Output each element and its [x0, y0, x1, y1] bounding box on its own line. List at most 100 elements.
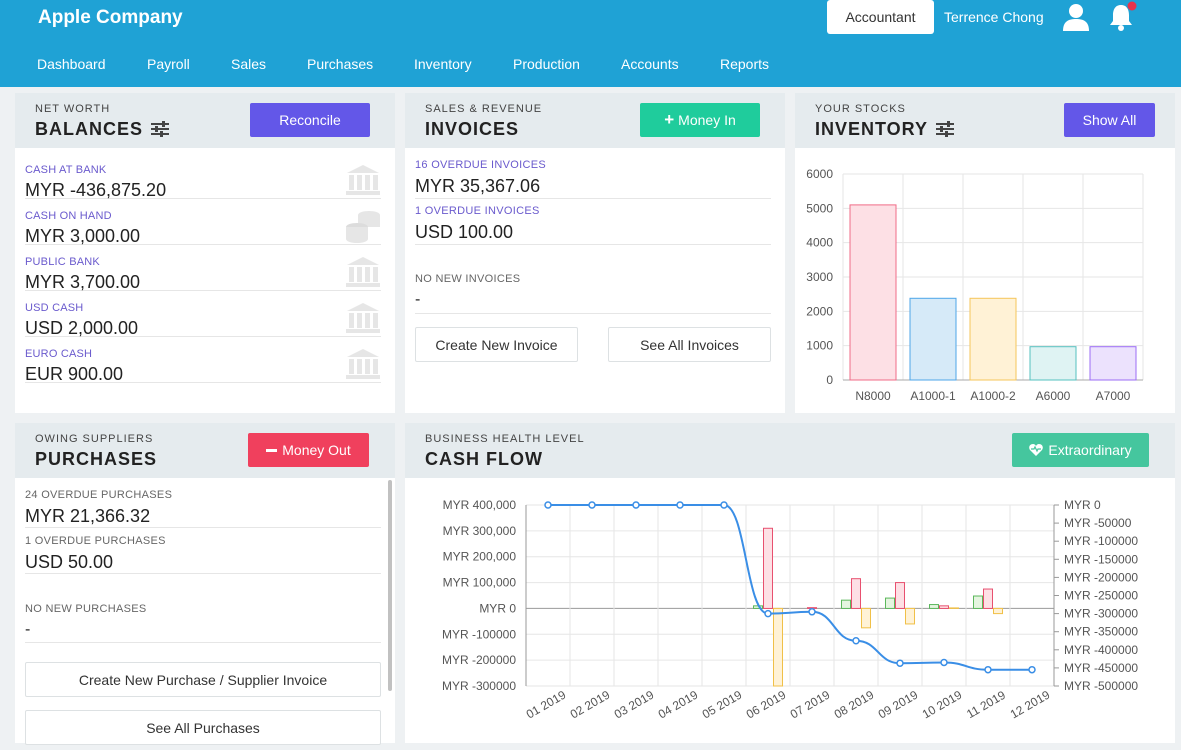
see-all-invoices-button[interactable]: See All Invoices	[608, 327, 771, 362]
bank-icon	[346, 349, 380, 379]
nav-accounts[interactable]: Accounts	[621, 56, 679, 72]
x-tick-label: 06 2019	[744, 687, 789, 721]
money-out-label: Money Out	[282, 442, 351, 458]
money-in-button[interactable]: + Money In	[640, 103, 760, 137]
right-tick-label: MYR -450000	[1064, 661, 1138, 675]
role-button[interactable]: Accountant	[827, 0, 934, 34]
plus-icon: +	[664, 110, 675, 129]
inventory-panel: YOUR STOCKS INVENTORY Show All 0 1000 2000…	[795, 93, 1175, 413]
x-tick-label: 10 2019	[920, 687, 965, 721]
left-tick-label: MYR -300000	[442, 679, 516, 693]
overdue-purchases-value: USD 50.00	[25, 552, 114, 572]
balances-subtitle: NET WORTH	[35, 103, 111, 115]
overdue-purchases-label[interactable]: 1 OVERDUE PURCHASES	[25, 535, 166, 547]
cashflow-bar	[763, 527, 773, 609]
user-name[interactable]: Terrence Chong	[944, 9, 1044, 25]
bell-icon[interactable]	[1107, 1, 1137, 33]
balance-value: USD 2,000.00	[25, 318, 139, 338]
left-tick-label: MYR 200,000	[443, 550, 517, 564]
bar-N8000	[849, 204, 897, 381]
health-level-button[interactable]: Extraordinary	[1012, 433, 1149, 467]
company-name[interactable]: Apple Company	[38, 7, 183, 28]
balance-row[interactable]: EURO CASH EUR 900.00	[25, 337, 381, 384]
cashflow-point	[852, 637, 860, 645]
balance-label: EURO CASH	[25, 348, 93, 360]
cashflow-point	[544, 501, 552, 509]
x-tick-label: 01 2019	[524, 687, 569, 721]
scrollbar[interactable]	[388, 480, 392, 691]
new-invoices-value: -	[415, 291, 421, 308]
balance-value: MYR 3,700.00	[25, 272, 141, 292]
left-tick-label: MYR 300,000	[443, 524, 517, 538]
nav-payroll[interactable]: Payroll	[147, 56, 190, 72]
create-purchase-button[interactable]: Create New Purchase / Supplier Invoice	[25, 662, 381, 697]
new-purchases-value: -	[25, 621, 31, 638]
cashflow-bar	[993, 607, 1003, 615]
x-tick-label: 05 2019	[700, 687, 745, 721]
right-tick-label: MYR -50000	[1064, 516, 1132, 530]
purchases-panel: OWING SUPPLIERS PURCHASES Money Out 24 O…	[15, 423, 395, 745]
left-tick-label: MYR 400,000	[443, 498, 517, 512]
y-tick-label: 0	[826, 373, 833, 387]
cashflow-bar	[973, 595, 983, 609]
balance-row[interactable]: CASH ON HAND MYR 3,000.00	[25, 199, 381, 246]
nav-sales[interactable]: Sales	[231, 56, 267, 72]
purchases-subtitle: OWING SUPPLIERS	[35, 433, 154, 445]
cashflow-bar	[841, 599, 851, 609]
bank-icon	[346, 257, 380, 287]
cashflow-bar	[885, 597, 895, 609]
x-tick-label: A6000	[1036, 389, 1071, 403]
right-tick-label: MYR -500000	[1064, 679, 1138, 693]
cashflow-bar	[939, 605, 949, 609]
cashflow-bar	[861, 607, 871, 629]
main-nav: Dashboard Payroll Sales Purchases Invent…	[0, 56, 1181, 80]
notification-dot	[1127, 1, 1137, 11]
x-tick-label: 04 2019	[656, 687, 701, 721]
balance-row[interactable]: USD CASH USD 2,000.00	[25, 291, 381, 338]
right-tick-label: MYR -400000	[1064, 643, 1138, 657]
see-all-purchases-button[interactable]: See All Purchases	[25, 710, 381, 745]
x-tick-label: 02 2019	[568, 687, 613, 721]
overdue-invoices-label[interactable]: 16 OVERDUE INVOICES	[415, 159, 547, 171]
cashflow-point	[588, 501, 596, 509]
new-invoices-label: NO NEW INVOICES	[415, 273, 521, 285]
left-tick-label: MYR 0	[479, 601, 516, 615]
settings-sliders-icon[interactable]	[151, 120, 170, 137]
nav-reports[interactable]: Reports	[720, 56, 770, 72]
y-tick-label: 4000	[806, 236, 833, 250]
invoices-subtitle: SALES & REVENUE	[425, 103, 543, 115]
cashflow-bar	[949, 607, 959, 609]
cashflow-point	[720, 501, 728, 509]
right-tick-label: MYR -300000	[1064, 607, 1138, 621]
cashflow-point	[764, 609, 772, 618]
overdue-invoices-label[interactable]: 1 OVERDUE INVOICES	[415, 205, 540, 217]
left-tick-label: MYR -200000	[442, 653, 516, 667]
y-tick-label: 1000	[806, 339, 833, 353]
invoices-title: INVOICES	[425, 119, 520, 139]
cashflow-bar	[851, 578, 861, 609]
nav-dashboard[interactable]: Dashboard	[37, 56, 106, 72]
bar-A6000	[1029, 346, 1077, 381]
balance-value: EUR 900.00	[25, 364, 124, 384]
overdue-purchases-label[interactable]: 24 OVERDUE PURCHASES	[25, 489, 173, 501]
settings-sliders-icon[interactable]	[936, 120, 955, 137]
balance-row[interactable]: PUBLIC BANK MYR 3,700.00	[25, 245, 381, 292]
nav-inventory[interactable]: Inventory	[414, 56, 472, 72]
cashflow-point	[1028, 665, 1036, 674]
reconcile-button[interactable]: Reconcile	[250, 103, 370, 137]
right-tick-label: MYR -350000	[1064, 625, 1138, 639]
show-all-button[interactable]: Show All	[1064, 103, 1155, 137]
bank-icon	[346, 303, 380, 333]
nav-purchases[interactable]: Purchases	[307, 56, 374, 72]
x-tick-label: 03 2019	[612, 687, 657, 721]
balance-label: PUBLIC BANK	[25, 256, 100, 268]
balance-row[interactable]: CASH AT BANK MYR -436,875.20	[25, 153, 381, 200]
right-tick-label: MYR -150000	[1064, 552, 1138, 566]
cashflow-bar	[905, 607, 915, 625]
nav-production[interactable]: Production	[513, 56, 580, 72]
money-in-label: Money In	[678, 112, 736, 128]
coins-icon	[346, 211, 380, 243]
money-out-button[interactable]: Money Out	[248, 433, 369, 467]
user-icon[interactable]	[1062, 2, 1090, 32]
create-invoice-button[interactable]: Create New Invoice	[415, 327, 578, 362]
